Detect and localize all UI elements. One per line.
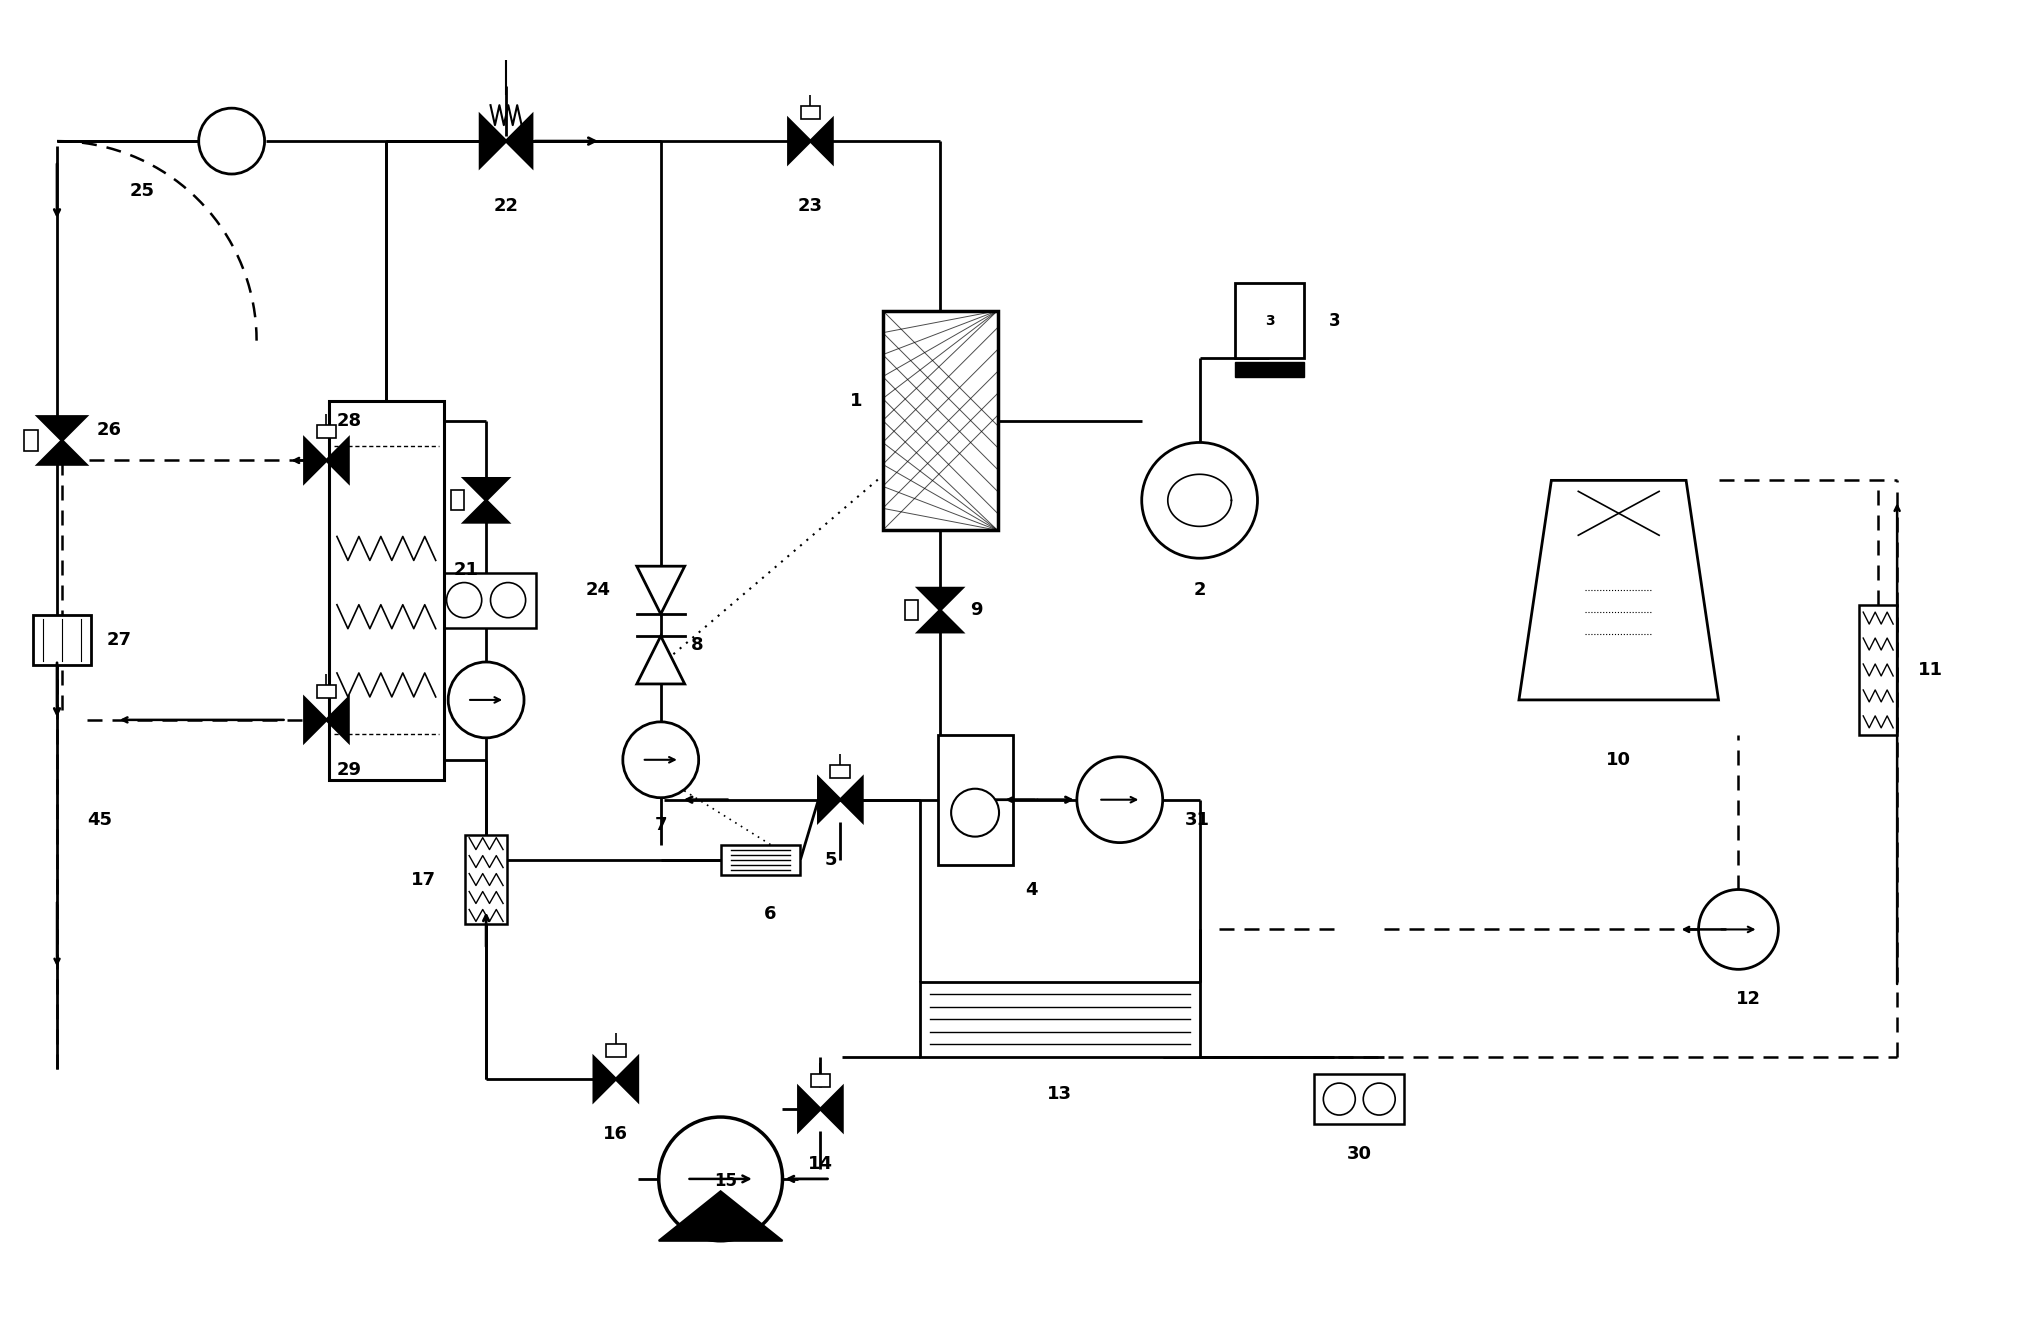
Bar <box>904 601 918 620</box>
Bar <box>1234 284 1305 358</box>
Polygon shape <box>811 119 833 164</box>
Bar <box>920 982 1200 1057</box>
Text: 3: 3 <box>1265 314 1275 327</box>
Bar <box>316 685 336 698</box>
Text: 13: 13 <box>1048 1085 1072 1104</box>
Text: 2: 2 <box>1194 581 1206 599</box>
Circle shape <box>1364 1084 1395 1115</box>
Polygon shape <box>464 500 509 523</box>
Text: 14: 14 <box>809 1155 833 1173</box>
Bar <box>811 1074 831 1088</box>
Text: 25: 25 <box>130 182 154 201</box>
Bar <box>1234 362 1305 376</box>
Polygon shape <box>326 698 349 742</box>
Polygon shape <box>918 589 963 610</box>
Text: 24: 24 <box>586 581 610 599</box>
Polygon shape <box>39 441 85 465</box>
Polygon shape <box>507 115 531 168</box>
Polygon shape <box>659 1191 782 1241</box>
Text: 20: 20 <box>411 491 436 510</box>
Circle shape <box>448 663 525 738</box>
Polygon shape <box>480 115 507 168</box>
Circle shape <box>1141 442 1257 558</box>
Circle shape <box>951 789 999 837</box>
Polygon shape <box>821 1088 843 1131</box>
Polygon shape <box>304 698 326 742</box>
Polygon shape <box>304 438 326 482</box>
Bar <box>831 764 849 777</box>
Text: 30: 30 <box>1346 1144 1372 1163</box>
Polygon shape <box>636 636 685 684</box>
Text: 6: 6 <box>764 906 776 924</box>
Bar <box>801 106 821 119</box>
Bar <box>884 310 997 531</box>
Bar <box>450 491 464 511</box>
Text: 27: 27 <box>107 631 132 649</box>
Bar <box>722 845 801 875</box>
Text: 29: 29 <box>336 760 361 779</box>
Bar <box>328 400 444 780</box>
Text: 12: 12 <box>1735 990 1761 1008</box>
Circle shape <box>1076 756 1163 842</box>
Polygon shape <box>841 777 861 821</box>
Bar <box>436 573 535 627</box>
Bar <box>24 430 39 451</box>
Circle shape <box>1699 890 1778 969</box>
Polygon shape <box>789 119 811 164</box>
Polygon shape <box>636 566 685 614</box>
Text: 21: 21 <box>454 561 478 579</box>
Text: 9: 9 <box>971 601 983 619</box>
Circle shape <box>199 108 266 174</box>
Text: 22: 22 <box>493 197 519 215</box>
Bar <box>1859 605 1897 735</box>
Polygon shape <box>819 777 841 821</box>
Text: 28: 28 <box>336 412 361 429</box>
Text: 17: 17 <box>411 870 436 888</box>
Text: 31: 31 <box>1184 810 1210 829</box>
Bar <box>316 425 336 438</box>
Text: 7: 7 <box>655 816 667 834</box>
Circle shape <box>1324 1084 1356 1115</box>
Text: 10: 10 <box>1605 751 1632 768</box>
Text: 16: 16 <box>604 1125 628 1143</box>
Text: 45: 45 <box>87 810 111 829</box>
Bar <box>606 1044 626 1057</box>
Text: 15: 15 <box>714 1172 738 1189</box>
Text: 19: 19 <box>411 591 436 609</box>
Bar <box>464 834 507 924</box>
Circle shape <box>491 582 525 618</box>
Circle shape <box>446 582 482 618</box>
Text: 11: 11 <box>1918 661 1944 678</box>
Polygon shape <box>594 1057 616 1101</box>
Text: 23: 23 <box>799 197 823 215</box>
Text: 4: 4 <box>1026 880 1038 899</box>
Bar <box>32 615 91 665</box>
Polygon shape <box>326 438 349 482</box>
Polygon shape <box>799 1088 821 1131</box>
Text: 3: 3 <box>1330 312 1342 330</box>
Text: 5: 5 <box>825 850 837 869</box>
Bar <box>1313 1074 1405 1125</box>
Polygon shape <box>616 1057 639 1101</box>
Polygon shape <box>39 417 85 441</box>
Text: 18: 18 <box>411 690 436 709</box>
Circle shape <box>659 1117 782 1241</box>
Text: 1: 1 <box>849 392 864 409</box>
Circle shape <box>622 722 699 797</box>
Bar <box>939 735 1014 865</box>
Polygon shape <box>1518 480 1719 700</box>
Polygon shape <box>918 610 963 632</box>
Text: 26: 26 <box>97 421 122 440</box>
Text: 8: 8 <box>691 636 703 653</box>
Polygon shape <box>464 478 509 500</box>
